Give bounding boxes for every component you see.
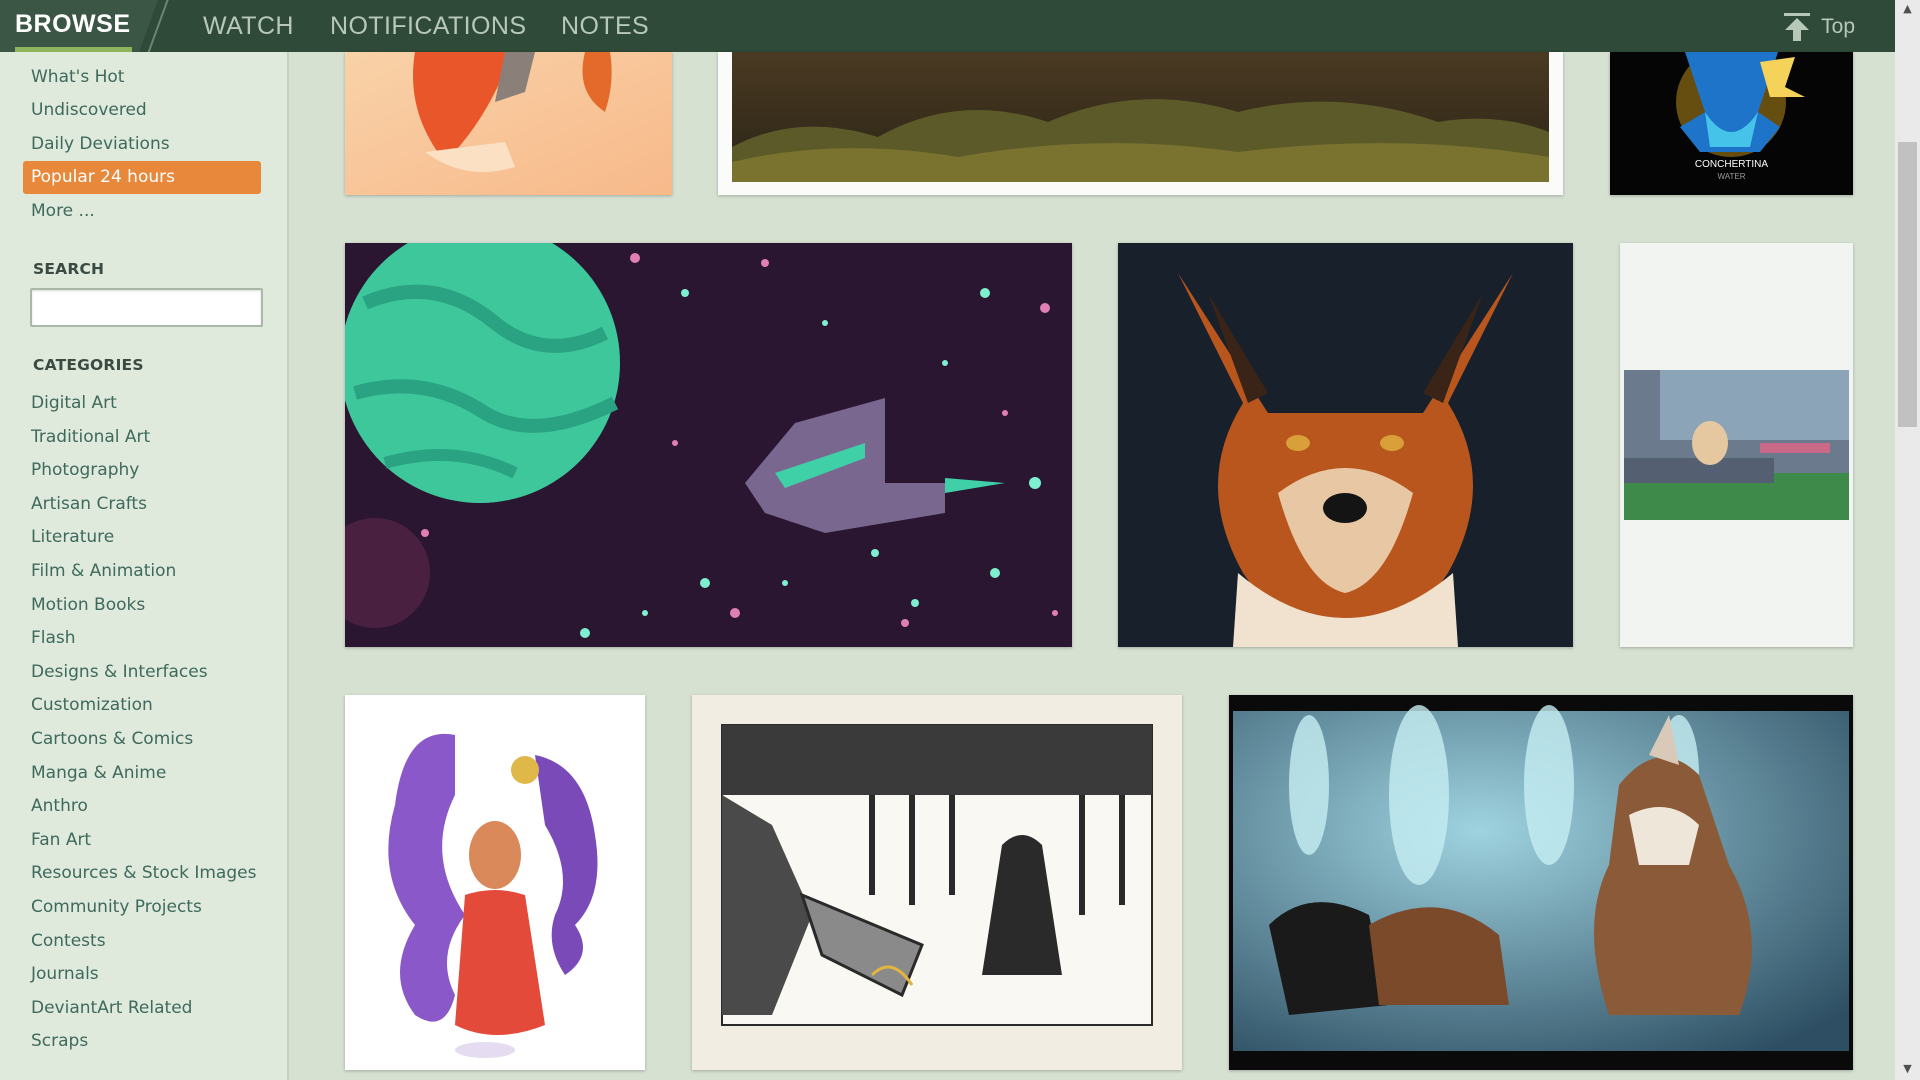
- top-navigation-bar: BROWSE WATCH NOTIFICATIONS NOTES Top: [0, 0, 1895, 54]
- sidebar-category-journals[interactable]: Journals: [31, 964, 99, 985]
- scrollbar-thumb[interactable]: [1898, 142, 1917, 427]
- sidebar-category-flash[interactable]: Flash: [31, 628, 76, 649]
- sidebar-item-undiscovered[interactable]: Undiscovered: [31, 100, 147, 120]
- active-tab-indicator: [15, 47, 132, 52]
- thumbnail-title-text: CONCHERTINA: [1694, 159, 1769, 170]
- scroll-up-arrow-icon[interactable]: ▲: [1903, 2, 1912, 15]
- tab-watch[interactable]: WATCH: [203, 12, 294, 40]
- sidebar-category-fan-art[interactable]: Fan Art: [31, 829, 92, 850]
- sidebar-item-popular-24-hours[interactable]: Popular 24 hours: [23, 161, 261, 194]
- tab-browse-label[interactable]: BROWSE: [15, 10, 131, 38]
- arrow-up-to-line-icon: [1784, 13, 1811, 41]
- sidebar-category-photography[interactable]: Photography: [31, 460, 140, 481]
- sidebar-category-traditional-art[interactable]: Traditional Art: [31, 426, 151, 447]
- tab-browse[interactable]: [0, 0, 158, 52]
- sidebar-category-artisan-crafts[interactable]: Artisan Crafts: [31, 493, 147, 514]
- sidebar-category-anthro[interactable]: Anthro: [31, 796, 88, 817]
- sidebar-category-film-and-animation[interactable]: Film & Animation: [31, 561, 177, 581]
- tab-notes[interactable]: NOTES: [561, 12, 650, 40]
- sidebar-category-contests[interactable]: Contests: [31, 930, 106, 951]
- sidebar-category-designs-and-interfaces[interactable]: Designs & Interfaces: [31, 661, 208, 682]
- sidebar-category-customization[interactable]: Customization: [31, 695, 153, 716]
- thumbnail-ink-knight-sketch[interactable]: [692, 695, 1182, 1070]
- categories-heading: CATEGORIES: [33, 356, 144, 374]
- thumbnail-pixel-space[interactable]: [345, 243, 1072, 647]
- sidebar-category-motion-books[interactable]: Motion Books: [31, 594, 146, 615]
- tab-notifications[interactable]: NOTIFICATIONS: [330, 12, 527, 40]
- sidebar-category-cartoons-and-comics[interactable]: Cartoons & Comics: [31, 729, 194, 749]
- thumbnail-subtitle-text: WATER: [1717, 172, 1746, 181]
- thumbnail-cave-creatures[interactable]: [1229, 695, 1853, 1070]
- sidebar-category-resources-and-stock-images[interactable]: Resources & Stock Images: [31, 863, 257, 884]
- scroll-to-top-button[interactable]: Top: [1783, 12, 1855, 42]
- thumbnail-pixel-rain[interactable]: [1620, 243, 1853, 647]
- sidebar-category-deviantart-related[interactable]: DeviantArt Related: [31, 997, 193, 1018]
- sidebar-category-scraps[interactable]: Scraps: [31, 1031, 89, 1052]
- scroll-down-arrow-icon[interactable]: ▼: [1903, 1062, 1912, 1075]
- sidebar-category-community-projects[interactable]: Community Projects: [31, 897, 202, 917]
- search-input[interactable]: [30, 288, 263, 327]
- sidebar-item-more[interactable]: More ...: [31, 201, 95, 221]
- sidebar-item-daily-deviations[interactable]: Daily Deviations: [31, 134, 170, 154]
- sidebar: What's Hot Undiscovered Daily Deviations…: [0, 52, 289, 1080]
- sidebar-item-whats-hot[interactable]: What's Hot: [31, 67, 125, 87]
- thumbnail-forest-landscape[interactable]: [718, 52, 1563, 195]
- scroll-to-top-label: Top: [1821, 15, 1855, 38]
- sidebar-category-literature[interactable]: Literature: [31, 527, 115, 548]
- thumbnail-bird-character[interactable]: [345, 52, 672, 195]
- thumbnail-concertina-water[interactable]: CONCHERTINA WATER: [1610, 52, 1853, 195]
- thumbnail-genie-character[interactable]: [345, 695, 645, 1070]
- sidebar-category-digital-art[interactable]: Digital Art: [31, 393, 117, 413]
- sidebar-category-manga-and-anime[interactable]: Manga & Anime: [31, 762, 167, 783]
- thumbnail-fox-portrait[interactable]: [1118, 243, 1573, 647]
- search-heading: SEARCH: [33, 260, 105, 278]
